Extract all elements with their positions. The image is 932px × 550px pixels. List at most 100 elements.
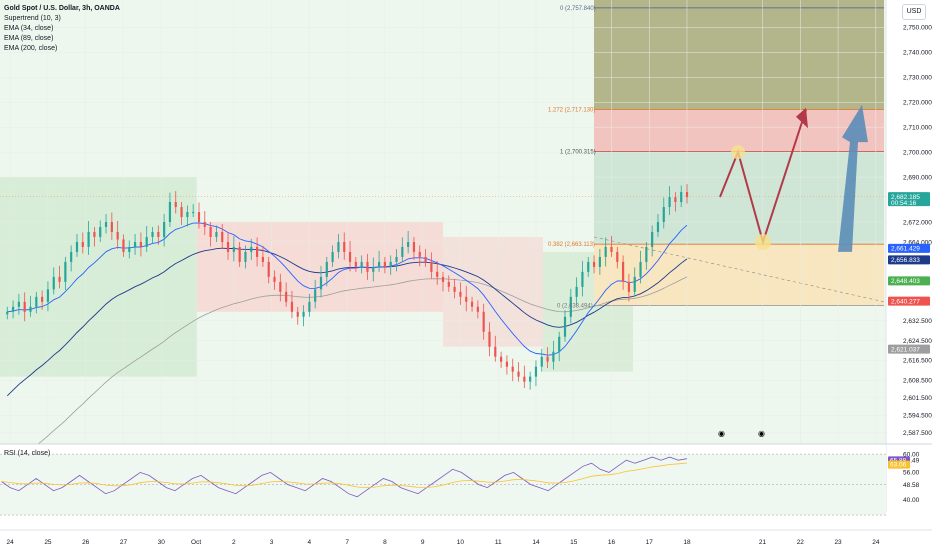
candle-body: [273, 276, 276, 282]
candle-body: [180, 207, 183, 218]
candle-body: [581, 271, 584, 287]
candle: [511, 358, 514, 382]
candle: [285, 282, 288, 307]
candle-body: [128, 246, 131, 252]
candle-body: [389, 261, 392, 267]
indicator-supertrend[interactable]: Supertrend (10, 3): [4, 15, 61, 22]
candle-body: [296, 311, 299, 317]
candle: [662, 197, 665, 229]
indicator-ema200[interactable]: EMA (200, close): [4, 45, 58, 52]
candle: [41, 290, 44, 310]
x-tick-label: 8: [383, 539, 387, 546]
indicator-ema89[interactable]: EMA (89, close): [4, 35, 54, 42]
candle: [192, 204, 195, 218]
candle-body: [192, 212, 195, 214]
candle: [128, 240, 131, 259]
candle: [163, 214, 166, 247]
candle-body: [314, 289, 317, 302]
candle-body: [563, 316, 567, 337]
candle-body: [203, 222, 206, 227]
candle-body: [592, 261, 596, 267]
y-tick-label: 2,690.000: [903, 174, 932, 181]
candle-body: [517, 371, 520, 377]
candle-body: [308, 301, 311, 312]
candle-body: [99, 226, 102, 237]
candle: [459, 282, 462, 305]
price-badge-bg: [888, 243, 930, 253]
fib-zone-top: [594, 0, 884, 110]
candle: [93, 226, 96, 247]
candle: [122, 234, 125, 257]
candle-body: [58, 276, 61, 282]
candle-body: [459, 291, 462, 297]
event-flag-us-1: ◉: [718, 429, 725, 438]
candle: [203, 211, 206, 235]
candle: [552, 340, 555, 370]
candle: [592, 255, 596, 274]
candle-body: [151, 231, 154, 237]
candle-body: [494, 346, 497, 357]
candle: [35, 291, 38, 314]
candle: [70, 245, 73, 272]
x-tick-label: 7: [345, 539, 349, 546]
indicator-ema34[interactable]: EMA (34, close): [4, 25, 54, 32]
rsi-tick-label: 60.00: [903, 451, 920, 458]
candle-body: [488, 331, 491, 347]
candle: [412, 236, 416, 260]
candle: [226, 232, 230, 260]
fib-zone-1272: [594, 109, 884, 152]
rsi-band: [0, 454, 886, 516]
x-tick-label: 10: [457, 539, 465, 546]
y-tick-label: 2,632.500: [903, 318, 932, 325]
candle-body: [209, 226, 212, 237]
rsi-badge: 63.06: [888, 460, 910, 469]
candle: [587, 256, 590, 277]
ema-34-line: [7, 222, 688, 356]
candle: [395, 248, 398, 272]
candle-body: [104, 222, 108, 227]
currency-button[interactable]: USD: [902, 4, 926, 20]
candle: [232, 235, 235, 262]
x-tick-label: 30: [158, 539, 166, 546]
candle-body: [447, 281, 450, 287]
projected-up-arrow: [838, 104, 868, 252]
candle: [46, 281, 50, 312]
zigzag-arrowhead: [796, 107, 808, 129]
candle-body: [465, 296, 468, 302]
candle: [377, 250, 381, 272]
grid-lines: [0, 0, 886, 444]
candle-body: [267, 261, 270, 277]
candle: [430, 252, 433, 279]
rsi-legend[interactable]: RSI (14, close): [4, 450, 51, 457]
x-tick-label: 2: [232, 539, 236, 546]
candle: [575, 277, 578, 305]
candle-body: [354, 261, 357, 267]
candle-body: [319, 276, 323, 290]
candle: [401, 237, 404, 262]
candle-body: [360, 261, 363, 267]
target-circle-upper: [731, 145, 745, 160]
candle-body: [569, 296, 572, 317]
candle: [348, 240, 352, 272]
candle: [389, 255, 392, 275]
x-tick-label: 24: [7, 539, 15, 546]
candle: [482, 303, 485, 340]
candle: [453, 278, 456, 299]
candle-body: [133, 241, 137, 247]
y-tick-label: 2,720.000: [903, 100, 932, 107]
y-tick-label: 2,608.500: [903, 378, 932, 385]
symbol-title[interactable]: Gold Spot / U.S. Dollar, 3h, OANDA: [4, 5, 120, 12]
candle: [319, 265, 323, 298]
candle-body: [226, 241, 230, 252]
candle: [633, 267, 636, 297]
candle-body: [377, 261, 381, 267]
candle-body: [407, 241, 410, 247]
candle: [558, 331, 561, 362]
time-axis[interactable]: 24 25 26 27 30 Oct 2 3 4 7 8 9 10 11 14 15 16 17 18 21 22 23 2…: [0, 529, 932, 546]
x-tick-label: 17: [646, 539, 654, 546]
candle: [197, 202, 201, 229]
candle: [6, 306, 9, 320]
x-tick-label: 15: [570, 539, 578, 546]
